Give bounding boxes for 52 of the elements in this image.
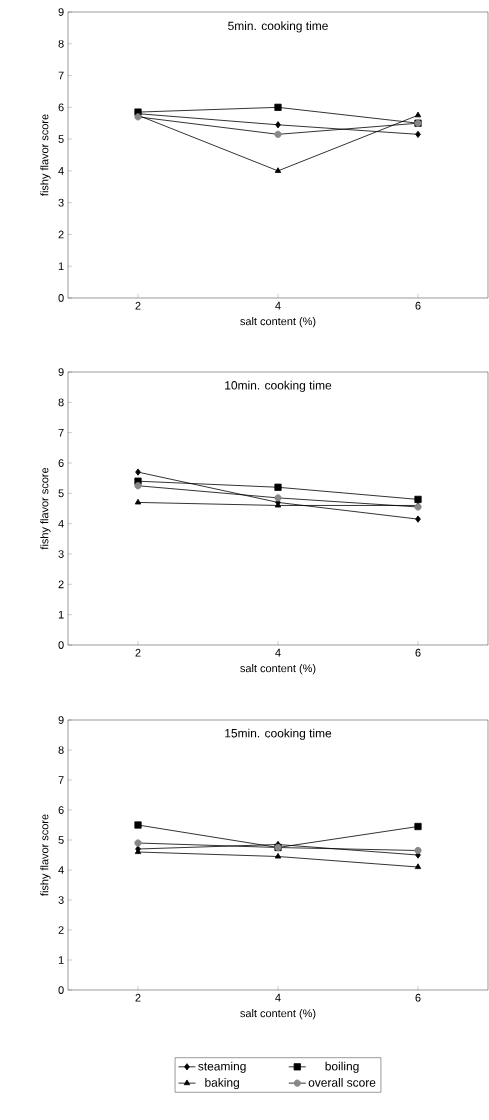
x-tick-label: 4: [275, 648, 281, 657]
y-tick-label: 1: [58, 262, 64, 270]
y-tick-label: 6: [58, 103, 64, 112]
y-tick-label: 1: [58, 956, 64, 964]
y-tick-label: 3: [58, 896, 64, 904]
y-tick-label: 4: [58, 866, 64, 874]
y-tick-label: 4: [58, 519, 64, 528]
y-tick-label: 8: [58, 398, 64, 407]
x-tick-label: 2: [135, 993, 141, 1002]
y-tick-label: 9: [58, 368, 64, 376]
y-tick-label: 6: [58, 459, 64, 467]
y-tick-label: 1: [58, 610, 64, 619]
y-tick-label: 8: [58, 39, 64, 48]
legend-label: boiling: [325, 1061, 359, 1073]
y-tick-label: 5: [58, 135, 64, 143]
x-axis-title: salt content (%): [240, 1009, 316, 1020]
legend-label: baking: [205, 1077, 239, 1090]
text: 5min. cooking time: [228, 21, 328, 33]
y-tick-label: 2: [58, 230, 64, 239]
y-tick-label: 5: [58, 836, 64, 844]
x-tick-label: 6: [415, 993, 421, 1002]
x-tick-label: 4: [275, 993, 281, 1002]
y-axis-title: fishy flavor score: [40, 467, 51, 550]
x-tick-label: 2: [135, 648, 141, 657]
y-tick-label: 0: [58, 986, 64, 994]
text: 10min. cooking time: [225, 380, 332, 392]
y-tick-label: 3: [58, 198, 64, 207]
y-tick-label: 5: [58, 489, 64, 498]
y-tick-label: 4: [58, 167, 64, 175]
y-tick-label: 2: [58, 926, 64, 934]
y-tick-label: 0: [58, 641, 64, 649]
text: 15min. cooking time: [225, 728, 332, 740]
y-tick-label: 0: [58, 294, 64, 302]
y-tick-label: 7: [58, 428, 64, 437]
y-tick-label: 7: [58, 71, 64, 80]
y-tick-label: 8: [58, 746, 64, 754]
x-tick-label: 6: [415, 301, 421, 310]
x-axis-title: salt content (%): [240, 317, 316, 328]
y-tick-label: 9: [58, 8, 64, 16]
x-tick-label: 6: [415, 648, 421, 657]
legend-label: steaming: [198, 1061, 246, 1073]
y-tick-label: 9: [58, 716, 64, 724]
y-tick-label: 3: [58, 550, 64, 558]
x-tick-label: 2: [135, 301, 141, 310]
x-tick-label: 4: [275, 301, 281, 310]
y-axis-title: fishy flavor score: [40, 114, 51, 196]
legend-label: overall score: [308, 1077, 376, 1087]
x-axis-title: salt content (%): [240, 664, 316, 675]
y-tick-label: 6: [58, 806, 64, 814]
y-axis-title: fishy flavor score: [40, 814, 51, 896]
y-tick-label: 7: [58, 776, 64, 784]
y-tick-label: 2: [58, 580, 64, 589]
